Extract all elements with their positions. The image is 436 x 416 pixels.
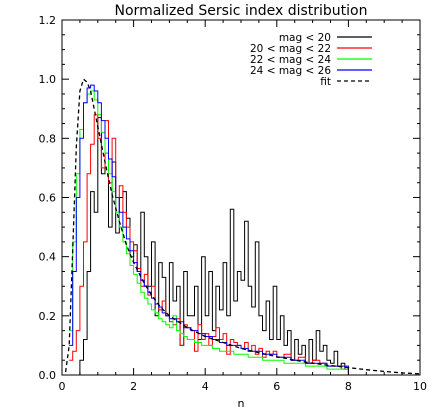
y-tick-label-1: 0.2 [39,310,57,323]
series-line-2 [69,90,349,372]
series-line-3 [69,84,349,370]
y-tick-label-0: 0.0 [39,369,57,382]
legend-label-4: fit [320,76,331,88]
y-tick-label-4: 0.8 [39,132,57,145]
x-tick-label-3: 6 [273,380,280,393]
x-tick-label-0: 0 [59,380,66,393]
x-tick-label-2: 4 [202,380,209,393]
x-axis-label: n [238,397,245,410]
legend-label-3: 24 < mag < 26 [250,65,331,77]
y-tick-label-6: 1.2 [39,14,57,27]
x-tick-label-4: 8 [345,380,352,393]
plot-series [64,78,421,376]
legend-label-1: 20 < mag < 22 [250,43,331,55]
y-tick-label-5: 1.0 [39,73,57,86]
legend-label-0: mag < 20 [279,32,331,44]
axes: 0 2 4 6 8 10 0.0 0.2 0.4 0.6 0.8 1.0 1.2 [39,14,428,393]
y-tick-label-3: 0.6 [39,192,57,205]
legend-label-2: 22 < mag < 24 [250,54,331,66]
chart-title: Normalized Sersic index distribution [115,3,368,19]
series-line-1 [69,114,349,372]
y-tick-label-2: 0.4 [39,251,57,264]
x-tick-label-1: 2 [130,380,137,393]
x-tick-label-5: 10 [413,380,427,393]
series-line-4 [64,78,421,375]
